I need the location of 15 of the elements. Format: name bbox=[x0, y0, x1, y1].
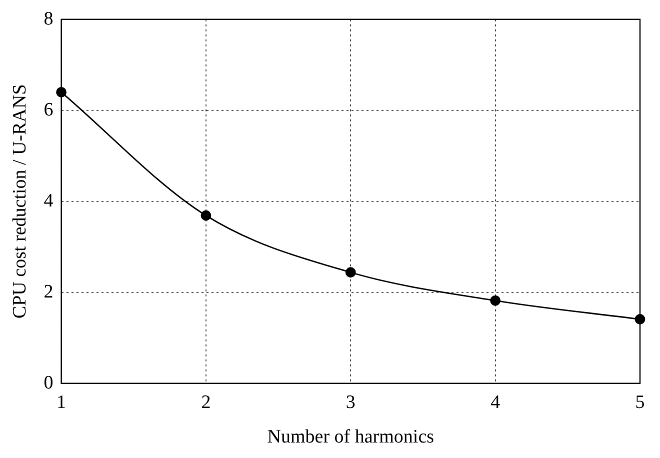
x-tick-label: 5 bbox=[635, 392, 645, 413]
x-tick-label: 3 bbox=[346, 392, 356, 413]
y-tick-label: 4 bbox=[44, 190, 54, 212]
point bbox=[200, 210, 212, 221]
x-tick-label: 1 bbox=[56, 392, 66, 413]
y-tick-label: 0 bbox=[44, 372, 54, 394]
point bbox=[345, 267, 356, 278]
y-tick-label: 6 bbox=[44, 99, 54, 120]
y-tick-label: 2 bbox=[44, 281, 54, 302]
x-tick-label: 2 bbox=[201, 392, 211, 413]
x-tick-label: 4 bbox=[490, 392, 501, 413]
point bbox=[490, 295, 501, 306]
x-axis-title: Number of harmonics bbox=[267, 426, 434, 448]
y-axis-title: CPU cost reduction / U-RANS bbox=[9, 84, 30, 319]
y-tick-label: 8 bbox=[44, 8, 54, 30]
